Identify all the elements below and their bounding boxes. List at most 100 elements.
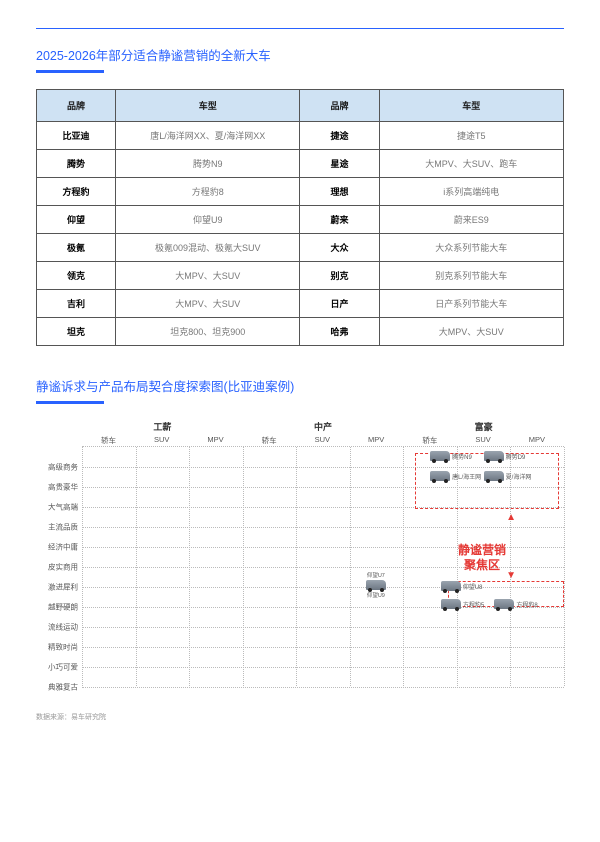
th-brand-2: 品牌 (300, 90, 379, 122)
brand-cell: 领克 (37, 262, 116, 290)
chart-vline (350, 447, 351, 686)
group-subs: 轿车 SUV MPV (243, 435, 404, 446)
chart-vline (82, 447, 83, 686)
car-chip-label: 仰望U8 (463, 582, 483, 591)
y-axis-label: 小巧可爱 (32, 662, 78, 673)
car-chip-label: 唐L/海王网 (452, 472, 481, 481)
car-chip-label: 仰望U7 (367, 571, 385, 579)
sub-label: SUV (154, 435, 169, 446)
section2-title: 静谧诉求与产品布局契合度探索图(比亚迪案例) (36, 376, 564, 395)
y-axis-label: 激进犀利 (32, 582, 78, 593)
brand-cell: 比亚迪 (37, 122, 116, 150)
model-cell: 大MPV、大SUV (116, 262, 300, 290)
car-icon (484, 471, 504, 481)
section1-title: 2025-2026年部分适合静谧营销的全新大车 (36, 45, 564, 64)
chart-grid: 高级商务高贵豪华大气高端主流品质经济中庸皮实商用激进犀利越野硬朗流线运动精致时尚… (82, 446, 564, 686)
group-subs: 轿车SUVMPV (403, 435, 564, 446)
model-cell: 大MPV、大SUV、跑车 (379, 150, 563, 178)
brand-cell: 仰望 (37, 206, 116, 234)
model-cell: 大众系列节能大车 (379, 234, 563, 262)
chart-wrap: 工薪轿车SUVMPV中产轿车SUVMPV富豪轿车SUVMPV 高级商务高贵豪华大… (36, 420, 564, 686)
chart-row-line: 主流品质 (82, 527, 564, 528)
brand-cell: 别克 (300, 262, 379, 290)
car-chip: 仰望U8 (441, 581, 483, 591)
chart-top-group: 中产轿车 SUV MPV (243, 420, 404, 446)
model-cell: 唐L/海洋网XX、夏/海洋网XX (116, 122, 300, 150)
cars-table: 品牌 车型 品牌 车型 比亚迪唐L/海洋网XX、夏/海洋网XX捷途捷途T5腾势腾… (36, 89, 564, 346)
chart-row-line: 流线运动 (82, 627, 564, 628)
chart-vline (403, 447, 404, 686)
brand-cell: 吉利 (37, 290, 116, 318)
table-row: 腾势腾势N9星途大MPV、大SUV、跑车 (37, 150, 564, 178)
chart-row-line: 精致时尚 (82, 647, 564, 648)
car-icon (366, 580, 386, 590)
car-chip-label: 仰望U9 (367, 591, 385, 599)
chart-row-line: 越野硬朗 (82, 607, 564, 608)
car-chip: 唐L/海王网 (430, 471, 481, 481)
chart-vline (296, 447, 297, 686)
brand-cell: 日产 (300, 290, 379, 318)
table-row: 极氪极氪009混动、极氪大SUV大众大众系列节能大车 (37, 234, 564, 262)
y-axis-label: 流线运动 (32, 622, 78, 633)
car-chip-label: 腾势D9 (506, 452, 526, 461)
car-icon (441, 581, 461, 591)
focus-label: 静谧营销聚焦区 (458, 543, 506, 573)
chart-row-line: 典雅复古 (82, 687, 564, 688)
y-axis-label: 经济中庸 (32, 542, 78, 553)
table-row: 领克大MPV、大SUV别克别克系列节能大车 (37, 262, 564, 290)
car-chip: 夏/海洋网 (484, 471, 532, 481)
model-cell: i系列高端纯电 (379, 178, 563, 206)
y-axis-label: 高级商务 (32, 462, 78, 473)
y-axis-label: 越野硬朗 (32, 602, 78, 613)
brand-cell: 哈弗 (300, 318, 379, 346)
model-cell: 腾势N9 (116, 150, 300, 178)
car-chip: 方程豹8 (494, 599, 537, 609)
brand-cell: 坦克 (37, 318, 116, 346)
model-cell: 极氪009混动、极氪大SUV (116, 234, 300, 262)
y-axis-label: 高贵豪华 (32, 482, 78, 493)
y-axis-label: 皮实商用 (32, 562, 78, 573)
sub-label: 轿车 (101, 435, 116, 446)
group-label: 富豪 (403, 420, 564, 433)
th-brand-1: 品牌 (37, 90, 116, 122)
model-cell: 大MPV、大SUV (379, 318, 563, 346)
brand-cell: 星途 (300, 150, 379, 178)
car-chip-label: 腾势N9 (452, 452, 472, 461)
focus-label-line1: 静谧营销 (458, 543, 506, 557)
y-axis-label: 主流品质 (32, 522, 78, 533)
model-cell: 捷途T5 (379, 122, 563, 150)
brand-cell: 蔚来 (300, 206, 379, 234)
group-label: 中产 (243, 420, 404, 433)
focus-arrow: ▲ (506, 513, 516, 523)
chart-vline (189, 447, 190, 686)
focus-label-line2: 聚焦区 (464, 558, 500, 572)
title-underline-2 (36, 401, 104, 404)
car-icon (430, 451, 450, 461)
sub-label: MPV (368, 435, 384, 446)
table-row: 比亚迪唐L/海洋网XX、夏/海洋网XX捷途捷途T5 (37, 122, 564, 150)
group-subs: 轿车 SUV MPV (82, 435, 243, 446)
model-cell: 日产系列节能大车 (379, 290, 563, 318)
brand-cell: 理想 (300, 178, 379, 206)
sub-label: SUV (315, 435, 330, 446)
brand-cell: 捷途 (300, 122, 379, 150)
sub-label: 轿车 (262, 435, 277, 446)
group-label: 工薪 (82, 420, 243, 433)
car-chip: 仰望U7 仰望U9 (366, 571, 386, 599)
focus-arrow: ▼ (506, 571, 516, 581)
chart-top-labels: 工薪轿车SUVMPV中产轿车SUVMPV富豪轿车SUVMPV (82, 420, 564, 446)
car-chip: 腾势N9 (430, 451, 472, 461)
chart-top-group: 富豪轿车SUVMPV (403, 420, 564, 446)
car-icon (441, 599, 461, 609)
data-source: 数据来源：易车研究院 (36, 712, 564, 722)
chart-vline (243, 447, 244, 686)
y-axis-label: 典雅复古 (32, 682, 78, 693)
car-chip: 方程豹5 (441, 599, 484, 609)
model-cell: 大MPV、大SUV (116, 290, 300, 318)
table-row: 吉利大MPV、大SUV日产日产系列节能大车 (37, 290, 564, 318)
brand-cell: 方程豹 (37, 178, 116, 206)
model-cell: 仰望U9 (116, 206, 300, 234)
sub-label: MPV (207, 435, 223, 446)
brand-cell: 极氪 (37, 234, 116, 262)
table-row: 仰望仰望U9蔚来蔚来ES9 (37, 206, 564, 234)
